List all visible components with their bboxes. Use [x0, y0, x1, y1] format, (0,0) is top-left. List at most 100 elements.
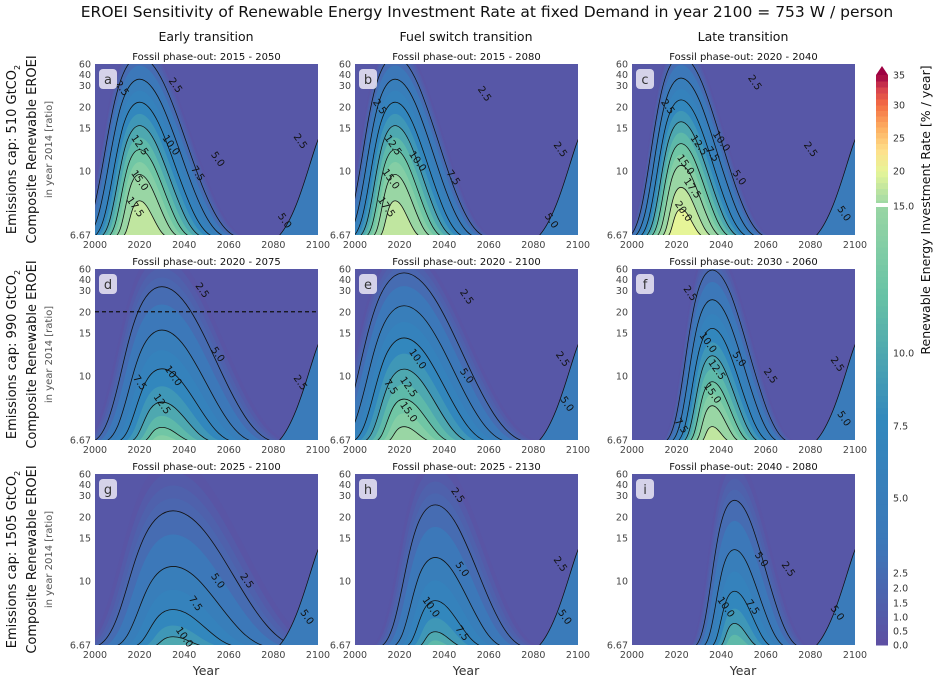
colorbar-segment — [876, 578, 888, 584]
y-tick-label: 20 — [616, 307, 628, 318]
colorbar-segment — [876, 105, 888, 111]
x-tick-label: 2020 — [665, 445, 689, 456]
column-title-3: Late transition — [698, 29, 789, 44]
x-tick-label: 2080 — [521, 445, 545, 456]
y-tick-label: 40 — [339, 275, 351, 286]
colorbar-segment — [876, 407, 888, 415]
late-year-rise — [278, 549, 318, 645]
panel-subtitle: Fossil phase-out: 2025 - 2130 — [392, 462, 540, 473]
y-tick-label: 10 — [79, 166, 91, 177]
y-tick-label: 6.67 — [330, 231, 351, 242]
x-tick-label: 2060 — [217, 240, 241, 251]
colorbar-segment — [876, 253, 888, 260]
x-tick-label: 2020 — [388, 445, 412, 456]
colorbar-segment — [876, 323, 888, 330]
y-tick-label: 40 — [339, 70, 351, 81]
y-tick-label: 30 — [616, 286, 628, 297]
row-labels: Emissions cap: 510 GtCO2 Composite Renewa… — [5, 55, 55, 653]
colorbar-segment — [876, 555, 888, 562]
y-tick-label: 10 — [616, 371, 628, 382]
panel-letter: f — [643, 278, 648, 293]
x-axis-label: Year — [729, 663, 757, 678]
y-tick-label: 40 — [79, 70, 91, 81]
colorbar-segment — [876, 383, 888, 390]
colorbar-segment — [876, 116, 888, 122]
colorbar-tick-label: 0.5 — [893, 627, 908, 638]
panel-letter: b — [364, 73, 372, 88]
y-tick-label: 6.67 — [607, 231, 628, 242]
colorbar-segment — [876, 444, 888, 451]
colorbar-segment — [876, 521, 888, 528]
y-tick-label: 6.67 — [330, 436, 351, 447]
x-tick-label: 2040 — [709, 650, 733, 661]
colorbar-segment — [876, 468, 888, 475]
y-tick-label: 10 — [339, 166, 351, 177]
y-tick-label: 20 — [79, 102, 91, 113]
colorbar-segment — [876, 138, 888, 144]
late-year-rise — [815, 139, 855, 235]
colorbar-tick-label: 20 — [893, 167, 905, 178]
y-tick-label: 30 — [79, 491, 91, 502]
y-tick-label: 15 — [79, 329, 91, 340]
x-tick-label: 2080 — [261, 240, 285, 251]
colorbar-segment — [876, 432, 888, 439]
colorbar-segment — [876, 223, 888, 231]
y-tick-label: 10 — [616, 166, 628, 177]
panel-subtitle: Fossil phase-out: 2020 - 2040 — [669, 52, 817, 63]
contour-band — [389, 426, 428, 440]
x-tick-label: 2020 — [665, 240, 689, 251]
x-tick-label: 2100 — [566, 240, 590, 251]
x-tick-label: 2080 — [261, 650, 285, 661]
y-tick-label: 10 — [616, 576, 628, 587]
contour-band — [725, 634, 749, 645]
x-tick-label: 2080 — [798, 445, 822, 456]
x-tick-label: 2100 — [306, 650, 330, 661]
x-tick-label: 2060 — [217, 445, 241, 456]
colorbar-segment — [876, 149, 888, 155]
y-tick-label: 15 — [79, 534, 91, 545]
contour-band — [702, 426, 728, 440]
contour-band — [420, 631, 459, 645]
colorbar-segment — [876, 456, 888, 463]
y-tick-label: 60 — [79, 265, 91, 276]
colorbar-segment — [876, 294, 888, 301]
colorbar-segment — [876, 359, 888, 366]
x-tick-label: 2040 — [709, 240, 733, 251]
panel-c: 2.52.52.55.05.07.510.012.515.017.520.0cF… — [607, 52, 867, 251]
colorbar-tick-label: 2.5 — [893, 569, 908, 580]
y-tick-label: 15 — [616, 534, 628, 545]
y-tick-label: 20 — [616, 102, 628, 113]
x-tick-label: 2020 — [665, 650, 689, 661]
colorbar-segment — [876, 419, 888, 427]
late-year-rise — [278, 139, 318, 235]
y-tick-label: 60 — [79, 470, 91, 481]
colorbar-segment — [876, 127, 888, 133]
colorbar-segment — [876, 335, 888, 342]
colorbar-segment — [876, 549, 888, 557]
colorbar-segment — [876, 93, 888, 100]
x-axis-labels: Year Year Year — [192, 663, 757, 678]
column-title-1: Early transition — [158, 29, 253, 44]
colorbar-segment — [876, 617, 888, 625]
x-tick-label: 2060 — [754, 445, 778, 456]
colorbar-segment — [876, 329, 888, 336]
x-tick-label: 2000 — [83, 445, 107, 456]
x-tick-label: 2000 — [83, 650, 107, 661]
colorbar-tick-label: 10.0 — [893, 349, 914, 360]
colorbar-segment — [876, 305, 888, 313]
panel-a: 2.5 2.52.55.05.07.510.012.515.017.5aFossi… — [70, 52, 330, 251]
colorbar-tick-label: 25 — [893, 134, 905, 145]
colorbar-segment — [876, 492, 888, 499]
colorbar-tick-label: 15.0 — [893, 202, 914, 213]
late-year-rise — [538, 549, 578, 645]
colorbar-segment — [876, 288, 888, 295]
x-tick-label: 2080 — [798, 650, 822, 661]
x-tick-label: 2080 — [521, 240, 545, 251]
colorbar-segment — [876, 154, 888, 161]
